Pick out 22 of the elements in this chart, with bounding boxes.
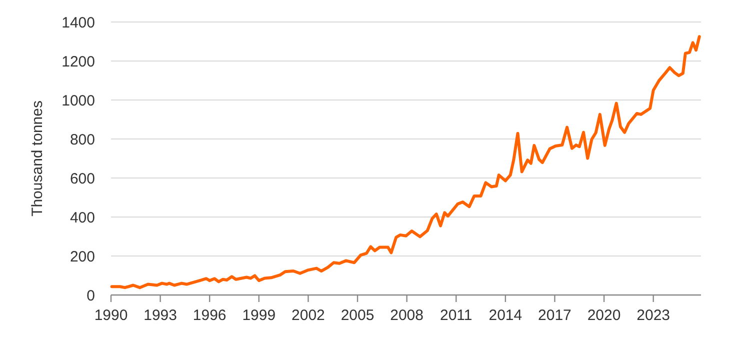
y-tick-label: 1400 [62, 14, 95, 32]
x-tick-label: 1999 [242, 307, 276, 324]
x-tick-label: 1993 [144, 307, 177, 324]
y-tick-label: 400 [70, 209, 95, 226]
x-tick-label: 1990 [94, 307, 128, 324]
y-tick-label: 0 [86, 287, 95, 304]
y-tick-label: 1200 [62, 53, 95, 70]
x-tick-label: 2005 [340, 307, 374, 324]
x-tick-label: 2002 [292, 307, 325, 324]
x-tick-label: 1996 [192, 307, 226, 324]
y-tick-label: 1000 [62, 92, 95, 110]
y-tick-label: 800 [70, 131, 95, 148]
x-tick-label: 2011 [440, 307, 472, 324]
y-tick-label: 600 [70, 170, 95, 188]
x-tick-label: 2023 [636, 307, 670, 324]
y-tick-label: 200 [70, 248, 95, 266]
y-axis-title: Thousand tonnes [29, 100, 46, 216]
x-tick-label: 2017 [538, 307, 572, 324]
x-tick-label: 2020 [587, 307, 621, 324]
x-tick-label: 2014 [488, 307, 522, 324]
x-tick-label: 2008 [390, 307, 424, 324]
line-series [110, 35, 701, 290]
